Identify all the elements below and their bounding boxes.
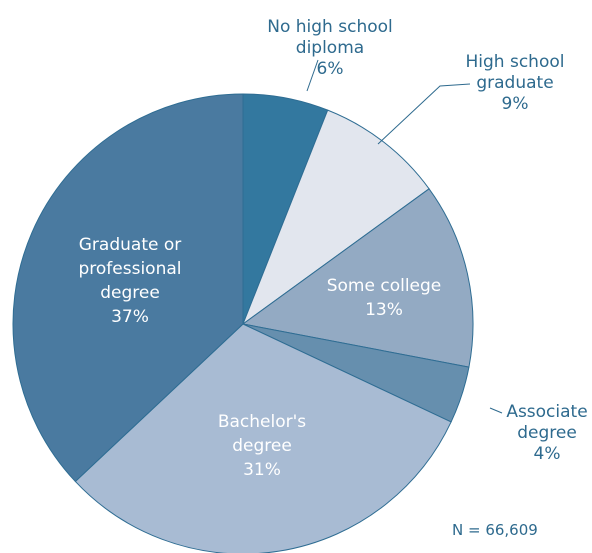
pie-slice (241, 188, 474, 368)
leader-line (306, 59, 319, 92)
leader-line (489, 407, 503, 414)
slice-category-label: degree (517, 423, 577, 443)
slice-category-label: diploma (296, 38, 364, 58)
leader-lines (306, 59, 503, 414)
slice-category-label: High school (466, 52, 565, 72)
slice-value-label: 9% (502, 94, 529, 114)
slice-category-label: Some college (327, 276, 442, 296)
pie-slice (241, 109, 430, 326)
pie-slice (74, 323, 452, 553)
slice-category-label: Associate (506, 402, 587, 422)
slice-category-label: No high school (267, 17, 393, 37)
slice-category-label: Bachelor's (218, 412, 306, 432)
slice-category-label: degree (232, 436, 292, 456)
slice-value-label: 37% (111, 307, 149, 327)
slice-value-label: 4% (534, 444, 561, 464)
sample-size-note: N = 66,609 (452, 521, 538, 539)
slice-category-label: graduate (476, 73, 553, 93)
slice-value-label: 13% (365, 300, 403, 320)
slice-category-label: professional (78, 259, 181, 279)
slice-value-label: 31% (243, 460, 281, 480)
pie-slices (12, 93, 474, 553)
slice-category-label: degree (100, 283, 160, 303)
slice-value-label: 6% (317, 59, 344, 79)
slice-category-label: Graduate or (79, 235, 181, 255)
leader-line (377, 83, 471, 145)
pie-slice (12, 93, 244, 483)
